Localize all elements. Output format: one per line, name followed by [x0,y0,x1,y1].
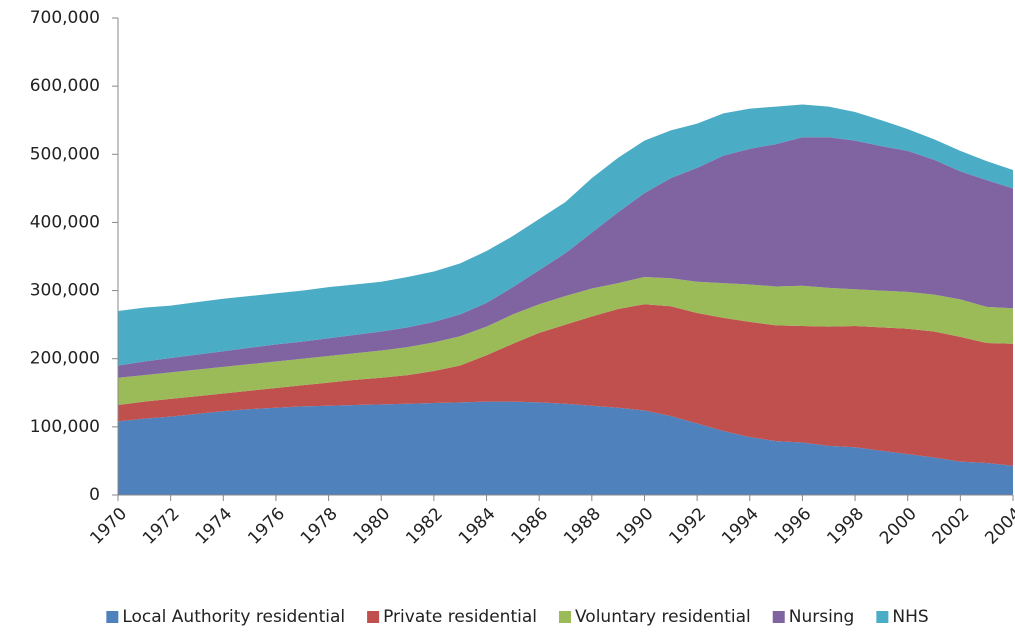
legend-swatch [876,611,889,623]
x-tick-label: 1972 [139,504,184,549]
x-tick-label: 1988 [560,504,605,549]
x-tick-label: 2000 [876,504,921,549]
x-tick-label: 2002 [929,504,974,549]
legend-label: Nursing [789,607,855,627]
legend-label: NHS [892,607,928,627]
legend-swatch [367,611,380,623]
x-tick-label: 1970 [86,504,131,549]
x-tick-label: 1986 [508,504,553,549]
y-tick-label: 300,000 [30,281,100,301]
x-tick-label: 2004 [981,504,1015,549]
legend-swatch [558,611,571,623]
x-tick-label: 1998 [823,504,868,549]
legend-label: Local Authority residential [122,607,345,627]
legend-label: Voluntary residential [575,607,751,627]
legend-swatch [772,611,785,623]
x-tick-label: 1996 [771,504,816,549]
y-tick-label: 500,000 [30,144,100,164]
area [118,401,1013,495]
x-tick-label: 1978 [297,504,342,549]
y-tick-label: 700,000 [30,8,100,28]
x-tick-label: 1980 [350,504,395,549]
y-tick-label: 400,000 [30,212,100,232]
x-tick-label: 1990 [613,504,658,549]
y-tick-label: 0 [89,485,100,505]
legend-swatch [106,611,119,623]
y-tick-label: 100,000 [30,417,100,437]
x-tick-label: 1994 [718,504,763,549]
x-tick-label: 1974 [192,504,237,549]
area [118,304,1013,466]
area [118,104,1013,366]
area [118,137,1013,378]
y-tick-label: 200,000 [30,349,100,369]
x-tick-label: 1992 [665,504,710,549]
y-tick-label: 600,000 [30,76,100,96]
x-tick-label: 1976 [244,504,289,549]
x-tick-label: 1982 [402,504,447,549]
area [118,276,1013,406]
legend-label: Private residential [383,607,537,627]
legend: Local Authority residential Private resid… [106,607,929,627]
x-tick-label: 1984 [455,504,500,549]
